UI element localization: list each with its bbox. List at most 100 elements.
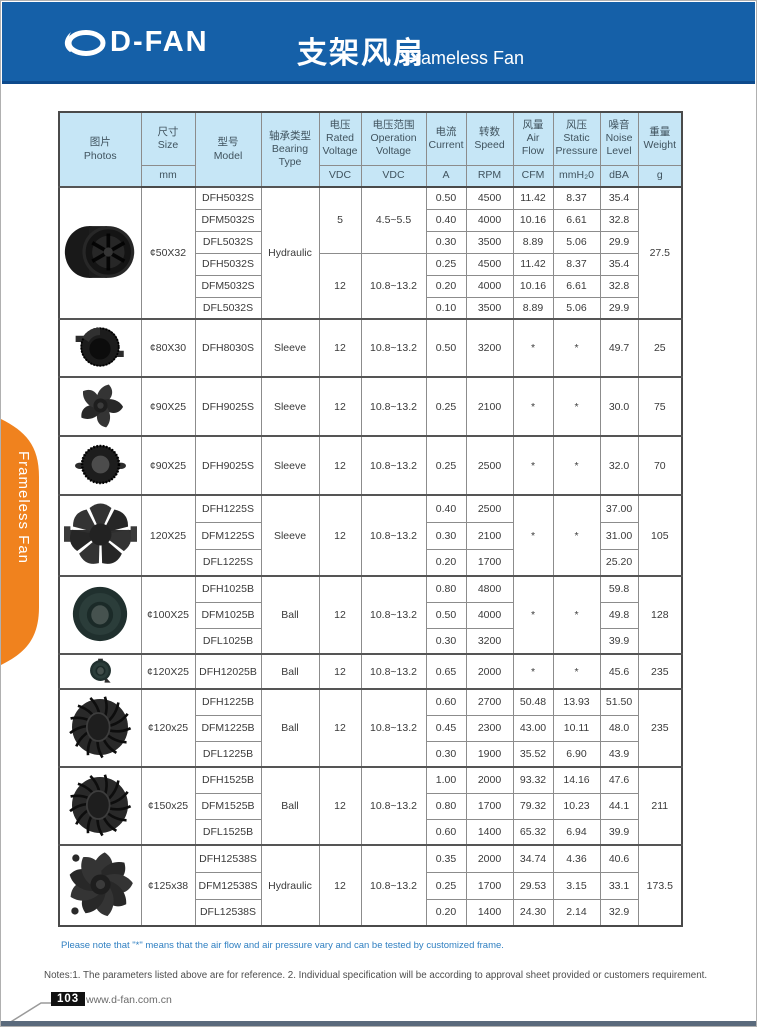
speed-cell: 1900	[465, 740, 514, 768]
air-flow-cell: *	[512, 653, 554, 690]
current-cell: 0.80	[425, 792, 467, 820]
model-cell: DFL5032S	[194, 296, 262, 320]
noise-cell: 59.8	[599, 575, 639, 603]
speed-cell: 2300	[465, 714, 514, 742]
speed-cell: 1700	[465, 871, 514, 900]
fan-photo-cell	[58, 494, 142, 577]
pressure-cell: 4.36	[552, 844, 601, 873]
star-note: Please note that "*" means that the air …	[61, 940, 504, 951]
speed-cell: 2000	[465, 844, 514, 873]
speed-cell: 1700	[465, 792, 514, 820]
voltage-cell: 12	[318, 766, 362, 846]
pressure-cell: 6.90	[552, 740, 601, 768]
air-flow-cell: 43.00	[512, 714, 554, 742]
model-cell: DFL1225S	[194, 548, 262, 577]
noise-cell: 30.0	[599, 376, 639, 437]
size-cell: ¢80X30	[140, 318, 196, 378]
model-cell: DFL12538S	[194, 898, 262, 927]
bearing-cell: Sleeve	[260, 494, 320, 577]
air-flow-cell: 79.32	[512, 792, 554, 820]
speed-cell: 4500	[465, 186, 514, 210]
air-flow-cell: *	[512, 494, 554, 577]
op-voltage-cell: 10.8~13.2	[360, 376, 427, 437]
bearing-cell: Ball	[260, 766, 320, 846]
noise-cell: 47.6	[599, 766, 639, 794]
air-flow-cell: 65.32	[512, 818, 554, 846]
air-flow-cell: 10.16	[512, 208, 554, 232]
fan-photo	[63, 502, 137, 564]
model-cell: DFL5032S	[194, 230, 262, 254]
bearing-cell: Ball	[260, 575, 320, 655]
model-cell: DFH1525B	[194, 766, 262, 794]
speed-cell: 4500	[465, 252, 514, 276]
pressure-cell: 5.06	[552, 230, 601, 254]
air-flow-cell: 8.89	[512, 296, 554, 320]
noise-cell: 32.8	[599, 208, 639, 232]
bearing-cell: Sleeve	[260, 376, 320, 437]
noise-cell: 49.8	[599, 601, 639, 629]
current-cell: 0.60	[425, 818, 467, 846]
weight-cell: 75	[637, 376, 683, 437]
model-cell: DFH9025S	[194, 435, 262, 496]
current-cell: 0.30	[425, 740, 467, 768]
air-flow-cell: *	[512, 318, 554, 378]
fan-photo	[69, 851, 133, 916]
speed-cell: 2000	[465, 766, 514, 794]
weight-cell: 235	[637, 653, 683, 690]
side-tab-shape	[1, 419, 39, 665]
air-flow-cell: 10.16	[512, 274, 554, 298]
noise-cell: 32.0	[599, 435, 639, 496]
noise-cell: 39.9	[599, 818, 639, 846]
speed-cell: 2500	[465, 494, 514, 523]
size-cell: ¢120X25	[140, 653, 196, 690]
spec-table-body: ¢50X32 DFH5032S Hydraulic 5 4.5~5.5 0.50 4500 1…	[58, 186, 683, 927]
unit-op-voltage: VDC	[360, 164, 427, 188]
noise-cell: 39.9	[599, 627, 639, 655]
op-voltage-cell: 10.8~13.2	[360, 318, 427, 378]
model-cell: DFM1225B	[194, 714, 262, 742]
weight-cell: 27.5	[637, 186, 683, 320]
pressure-cell: *	[552, 653, 601, 690]
air-flow-cell: 8.89	[512, 230, 554, 254]
bearing-cell: Ball	[260, 688, 320, 768]
voltage-cell: 12	[318, 575, 362, 655]
speed-cell: 3200	[465, 318, 514, 378]
fan-photo	[69, 773, 132, 836]
size-cell: ¢50X32	[140, 186, 196, 320]
air-flow-cell: 11.42	[512, 252, 554, 276]
col-header-speed: 转数 Speed	[465, 111, 514, 166]
side-tab-frameless-fan: Frameless Fan	[1, 419, 43, 665]
current-cell: 0.25	[425, 871, 467, 900]
side-tab-label: Frameless Fan	[15, 451, 32, 565]
current-cell: 1.00	[425, 766, 467, 794]
noise-cell: 49.7	[599, 318, 639, 378]
op-voltage-cell: 10.8~13.2	[360, 435, 427, 496]
fan-photo-cell	[58, 186, 142, 320]
unit-voltage: VDC	[318, 164, 362, 188]
col-header-air-flow: 风量 Air Flow	[512, 111, 554, 166]
pressure-cell: 2.14	[552, 898, 601, 927]
op-voltage-cell: 10.8~13.2	[360, 252, 427, 320]
model-cell: DFM1225S	[194, 521, 262, 550]
speed-cell: 2000	[465, 653, 514, 690]
fan-photo	[65, 225, 135, 278]
speed-cell: 4000	[465, 208, 514, 232]
pressure-cell: 8.37	[552, 186, 601, 210]
current-cell: 0.20	[425, 898, 467, 927]
unit-pressure: mmH₂0	[552, 164, 601, 188]
speed-cell: 4000	[465, 274, 514, 298]
fan-photo-cell	[58, 376, 142, 437]
col-header-noise: 噪音 Noise Level	[599, 111, 639, 166]
site-url: www.d-fan.com.cn	[86, 994, 172, 1006]
air-flow-cell: 34.74	[512, 844, 554, 873]
fan-photo-cell	[58, 688, 142, 768]
unit-weight: g	[637, 164, 683, 188]
voltage-cell: 12	[318, 688, 362, 768]
fan-photo	[81, 383, 123, 427]
op-voltage-cell: 10.8~13.2	[360, 575, 427, 655]
op-voltage-cell: 10.8~13.2	[360, 766, 427, 846]
current-cell: 0.20	[425, 274, 467, 298]
bearing-cell: Sleeve	[260, 435, 320, 496]
model-cell: DFM1525B	[194, 792, 262, 820]
col-header-pressure: 风压 Static Pressure	[552, 111, 601, 166]
